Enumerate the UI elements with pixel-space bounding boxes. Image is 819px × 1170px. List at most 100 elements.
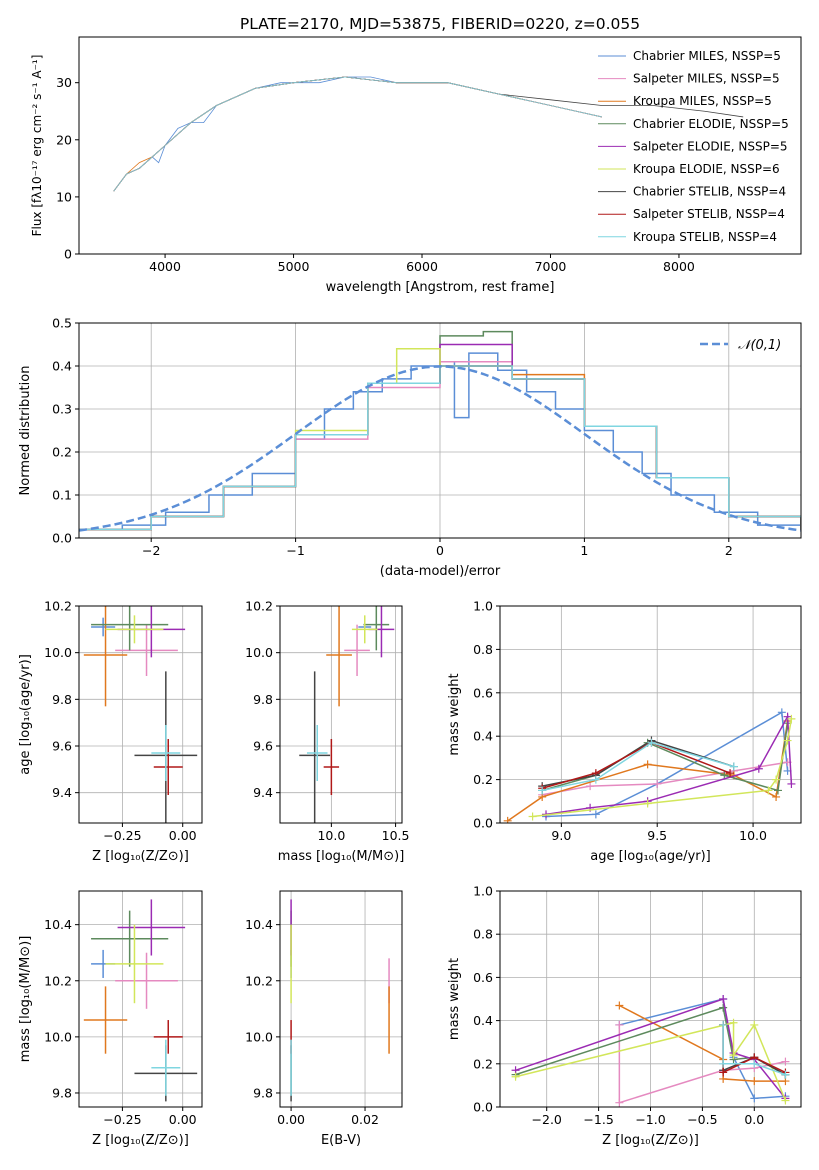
- y-tick-label: 20: [56, 132, 72, 147]
- x-axis-label: Z [log₁₀(Z/Z⊙)]: [602, 1133, 699, 1148]
- plot-area: [503, 708, 796, 823]
- series-line: [532, 718, 793, 818]
- y-tick-label: 9.8: [253, 1085, 273, 1100]
- data-point: [783, 712, 792, 721]
- data-point: [750, 1077, 759, 1086]
- series-line: [113, 76, 525, 192]
- x-tick-label: 10.5: [382, 828, 410, 843]
- y-tick-label: 0.6: [473, 970, 493, 985]
- legend-label: Salpeter STELIB, NSSP=4: [633, 207, 785, 221]
- x-tick-label: 5000: [278, 259, 310, 274]
- x-tick-label: 10.0: [317, 828, 345, 843]
- y-tick-label: 10.2: [245, 973, 273, 988]
- series-line: [113, 76, 525, 192]
- data-point: [538, 786, 547, 795]
- y-tick-label: 9.8: [52, 1085, 72, 1100]
- data-point: [528, 812, 537, 821]
- data-point: [777, 708, 786, 717]
- plot-area: [79, 330, 801, 532]
- y-tick-label: 0.8: [473, 642, 493, 657]
- data-point: [511, 1072, 520, 1081]
- series-line: [79, 365, 801, 531]
- y-tick-label: 10.0: [44, 645, 72, 660]
- y-tick-label: 0.0: [473, 816, 493, 831]
- series-line: [722, 1024, 786, 1076]
- y-tick-label: 1.0: [473, 599, 493, 614]
- y-tick-label: 9.4: [253, 785, 273, 800]
- y-tick-label: 9.8: [52, 692, 72, 707]
- series-line: [113, 76, 602, 192]
- x-tick-label: 0.00: [169, 1112, 197, 1127]
- legend-label: Kroupa ELODIE, NSSP=6: [633, 162, 780, 176]
- x-axis-label: mass [log₁₀(M/M⊙)]: [278, 849, 405, 864]
- x-tick-label: −1.5: [583, 1112, 613, 1127]
- chart-mass-vs-ebv: 0.00 0.02 9.8 10.0 10.2 10.4 E(B-V): [245, 890, 403, 1148]
- data-point: [783, 736, 792, 745]
- chart-weight-vs-Z: −2.0 −1.5 −1.0 −0.5 0.0 0.0 0.2 0.4 0.6 0.8 1.0 Z […: [447, 884, 802, 1148]
- data-point: [729, 1018, 738, 1027]
- data-point: [503, 816, 512, 823]
- x-tick-label: 4000: [149, 259, 181, 274]
- x-axis-label: E(B-V): [321, 1133, 361, 1148]
- y-tick-label: 10: [56, 189, 72, 204]
- data-point: [720, 771, 729, 780]
- x-tick-label: 8000: [663, 259, 695, 274]
- data-point: [591, 810, 600, 819]
- series-line: [507, 720, 789, 822]
- reference-curve: [79, 365, 801, 532]
- plot-area: [83, 606, 198, 823]
- y-axis-label: mass [log₁₀(M/M⊙)]: [18, 936, 33, 1063]
- axes-frame: [499, 605, 802, 824]
- data-point: [643, 799, 652, 808]
- data-point: [754, 764, 763, 773]
- legend-label: Kroupa STELIB, NSSP=4: [633, 230, 777, 244]
- y-tick-label: 10.2: [44, 973, 72, 988]
- chart-residuals: −2 −1 0 1 2 0.0 0.1 0.2 0.3 0.4 0.5 (data-model)/er…: [18, 316, 802, 579]
- axes-frame: [279, 890, 403, 1108]
- chart-age-vs-Z: −0.25 0.00 9.4 9.6 9.8 10.0 10.2 Z [log₁₀(Z/Z⊙)…: [18, 599, 203, 864]
- y-tick-label: 9.6: [253, 739, 273, 754]
- chart-weight-vs-age: 9.0 9.5 10.0 0.0 0.2 0.4 0.6 0.8 1.0 age [log₁₀(a…: [447, 599, 802, 864]
- y-axis-label: mass weight: [447, 958, 462, 1040]
- series-line: [113, 76, 602, 192]
- chart-spectrum: 4000 5000 6000 7000 8000 0 10 20 30 wavelength [A…: [30, 36, 802, 295]
- data-point: [787, 779, 796, 788]
- y-tick-label: 9.6: [52, 739, 72, 754]
- data-point: [719, 995, 728, 1003]
- axes-frame: [78, 890, 203, 1108]
- y-tick-label: 0.4: [473, 1013, 493, 1028]
- y-axis-label: Normed distribution: [18, 366, 33, 496]
- y-tick-label: 10.2: [44, 599, 72, 614]
- data-point: [615, 1098, 624, 1107]
- data-point: [615, 1020, 624, 1029]
- y-tick-label: 0.3: [52, 402, 72, 417]
- y-tick-label: 10.0: [245, 645, 273, 660]
- data-point: [719, 1020, 728, 1029]
- y-tick-label: 30: [56, 75, 72, 90]
- axes-frame: [78, 605, 203, 824]
- series-line: [79, 360, 801, 531]
- y-axis-label: Flux [fλ10⁻¹⁷ erg cm⁻² s⁻¹ A⁻¹]: [30, 55, 44, 237]
- y-tick-label: 0.2: [473, 772, 493, 787]
- legend-label: Kroupa MILES, NSSP=5: [633, 94, 772, 108]
- y-tick-label: 0.2: [473, 1056, 493, 1071]
- y-tick-label: 0.5: [52, 316, 72, 331]
- data-point: [750, 1020, 759, 1029]
- x-tick-label: −1: [286, 543, 304, 558]
- data-point: [750, 1059, 759, 1068]
- axes-frame: [279, 605, 403, 824]
- series-line: [541, 741, 731, 790]
- x-tick-label: −1.0: [635, 1112, 665, 1127]
- plot-area: [83, 899, 198, 1102]
- x-tick-label: 7000: [535, 259, 567, 274]
- series-line: [79, 348, 801, 531]
- data-point: [719, 1059, 728, 1068]
- x-tick-label: 0: [436, 543, 444, 558]
- data-point: [787, 714, 796, 723]
- y-tick-label: 0.2: [52, 445, 72, 460]
- legend-label: 𝒩(0,1): [738, 338, 781, 353]
- x-tick-label: 0.00: [277, 1112, 305, 1127]
- data-point: [772, 775, 781, 784]
- x-axis-label: wavelength [Angstrom, rest frame]: [326, 280, 555, 295]
